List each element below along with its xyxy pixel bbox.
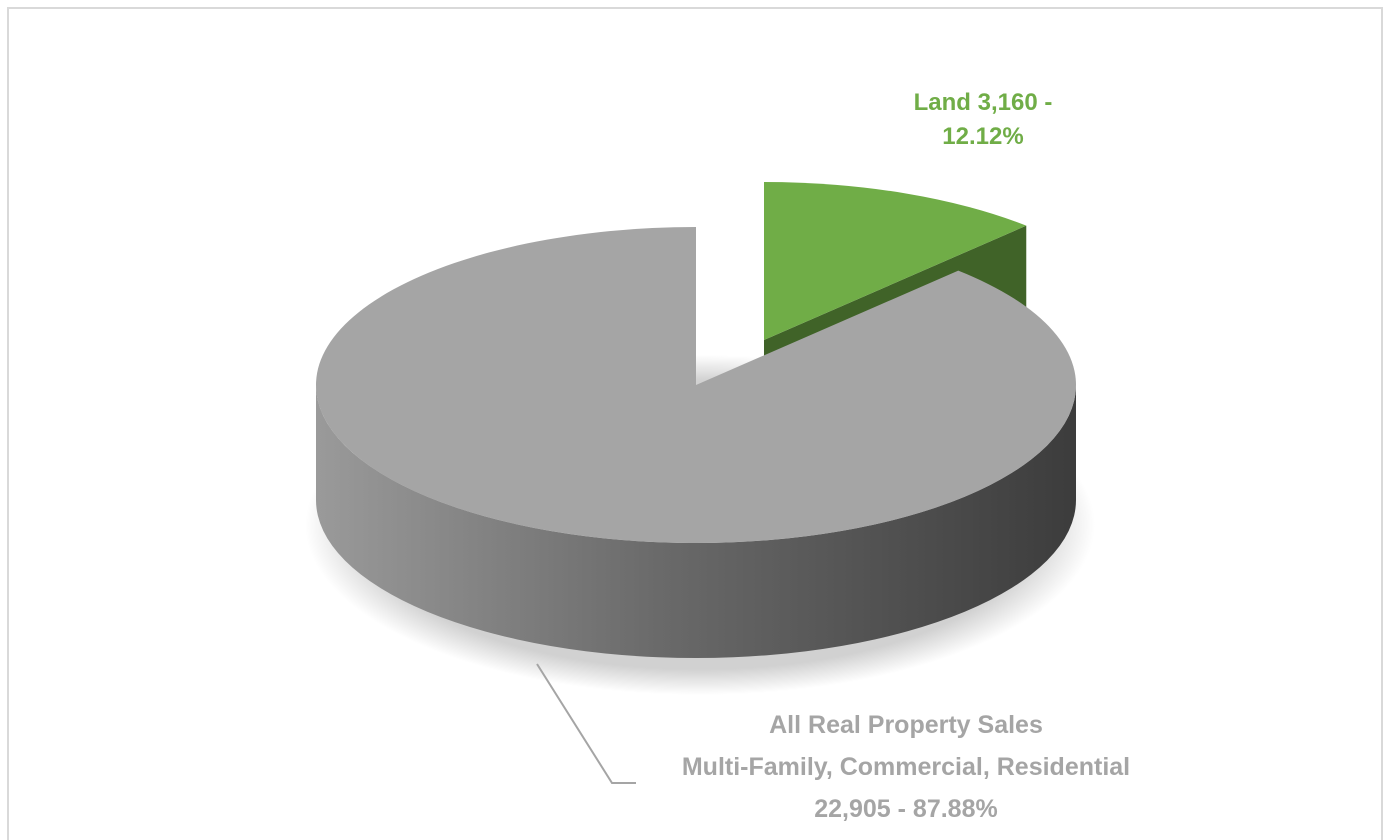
data-label: Land 3,160 - 12.12%: [883, 86, 1083, 154]
category-label: Land: [913, 89, 971, 116]
value-label: 3,160 - 12.12%: [942, 89, 1053, 150]
slice-side: [316, 385, 1076, 658]
slices: [316, 182, 1076, 658]
slice: [764, 182, 1027, 340]
category-label: All Real Property Sales Multi-Family, Co…: [681, 711, 1131, 781]
chart-frame: [7, 7, 1383, 840]
leader-line: [536, 663, 636, 784]
value-label: 22,905 - 87.88%: [814, 795, 998, 823]
data-label: All Real Property Sales Multi-Family, Co…: [586, 704, 1226, 830]
slice: [316, 227, 1076, 543]
